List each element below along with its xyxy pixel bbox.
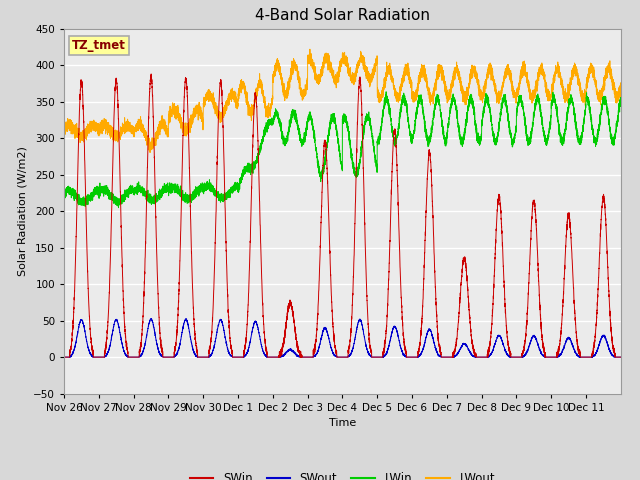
LWin	[60, 190, 68, 195]
SWin	[617, 354, 625, 360]
SWin	[79, 113, 87, 119]
Y-axis label: Solar Radiation (W/m2): Solar Radiation (W/m2)	[17, 146, 28, 276]
Line: SWout: SWout	[64, 319, 621, 357]
LWout	[617, 87, 625, 93]
Title: 4-Band Solar Radiation: 4-Band Solar Radiation	[255, 9, 430, 24]
LWin	[617, 95, 625, 100]
LWout	[231, 96, 239, 101]
LWin	[231, 188, 239, 193]
SWout	[205, 354, 212, 360]
LWin	[79, 195, 87, 201]
SWout	[60, 354, 68, 360]
SWin	[478, 354, 486, 360]
LWin	[310, 130, 317, 136]
SWout	[310, 354, 317, 360]
X-axis label: Time: Time	[329, 418, 356, 428]
LWin	[382, 89, 390, 95]
Line: LWin: LWin	[64, 92, 621, 208]
LWout	[546, 97, 554, 103]
Line: LWout: LWout	[64, 49, 621, 153]
LWout	[479, 95, 486, 101]
LWout	[60, 126, 68, 132]
Legend: SWin, SWout, LWin, LWout: SWin, SWout, LWin, LWout	[185, 468, 500, 480]
LWout	[306, 47, 314, 52]
LWin	[115, 205, 122, 211]
LWout	[310, 60, 317, 65]
SWin	[60, 354, 68, 360]
LWin	[479, 116, 486, 122]
SWin	[231, 354, 239, 360]
SWin	[310, 351, 317, 357]
SWout	[79, 322, 87, 328]
Line: SWin: SWin	[64, 74, 621, 357]
SWout	[182, 316, 190, 322]
Text: TZ_tmet: TZ_tmet	[72, 39, 126, 52]
SWin	[546, 354, 554, 360]
SWout	[478, 354, 486, 360]
LWout	[79, 136, 87, 142]
SWout	[231, 354, 239, 360]
SWout	[617, 354, 625, 360]
SWin	[205, 354, 212, 360]
LWin	[546, 125, 554, 131]
LWout	[146, 150, 154, 156]
SWin	[147, 71, 155, 77]
LWin	[205, 184, 212, 190]
LWout	[205, 97, 212, 103]
SWout	[546, 354, 554, 360]
